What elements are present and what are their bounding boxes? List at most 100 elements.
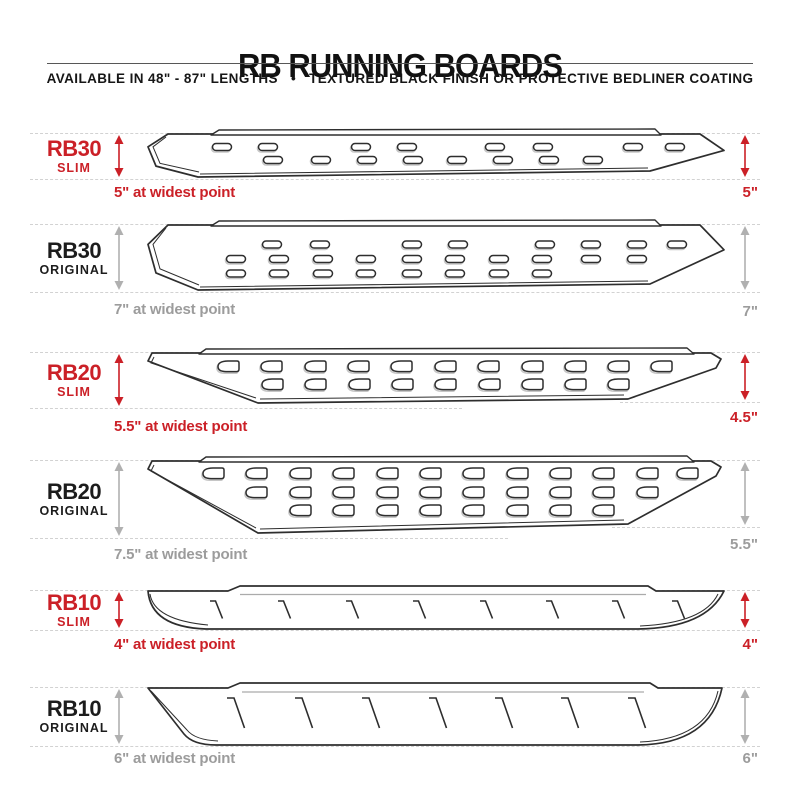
variant-name: SLIM (57, 385, 91, 400)
board-slot (355, 155, 378, 166)
right-dimension-arrow (740, 462, 750, 525)
board-model-label: RB20 SLIM (18, 361, 130, 399)
board-inner-line (150, 356, 625, 400)
board-top-lip (210, 219, 662, 227)
variant-name: ORIGINAL (39, 263, 109, 278)
height-dimension-label: 5.5" (730, 536, 758, 553)
board-slot (461, 467, 485, 481)
board-slot (261, 155, 284, 166)
board-slot (260, 378, 284, 392)
board-slot (675, 467, 699, 481)
variant-name: SLIM (57, 615, 91, 630)
board-slot (621, 142, 644, 153)
dimension-dash-line (30, 408, 462, 409)
board-slot (309, 155, 332, 166)
dimension-dash-line (30, 292, 760, 293)
right-dimension-arrow (740, 592, 750, 628)
slot-pattern (201, 467, 699, 518)
board-slot (244, 467, 268, 481)
variant-name: ORIGINAL (39, 504, 109, 519)
board-slot (389, 360, 413, 374)
board-slot (244, 486, 268, 500)
board-slot (346, 360, 370, 374)
board-slot (663, 142, 686, 153)
board-slot (548, 486, 572, 500)
board-slot (278, 600, 292, 619)
board-slot (433, 360, 457, 374)
board-slot (267, 254, 290, 265)
widest-point-caption: 7.5" at widest point (114, 546, 248, 563)
board-slot (563, 360, 587, 374)
board-slot (548, 504, 572, 518)
board-slot (477, 378, 501, 392)
board-slot (418, 467, 442, 481)
model-name: RB10 (46, 589, 102, 615)
board-outline (147, 682, 723, 746)
board-slot (375, 486, 399, 500)
board-slot (591, 467, 615, 481)
height-dimension-label: 4" (742, 636, 758, 653)
board-slot (260, 240, 283, 251)
board-slot (390, 378, 414, 392)
board-slot (546, 600, 560, 619)
board-slot (354, 269, 377, 280)
board-slot (210, 600, 224, 619)
widest-point-caption: 4" at widest point (114, 636, 236, 653)
board-slot (625, 254, 648, 265)
board-slot (400, 269, 423, 280)
board-slot (395, 142, 418, 153)
board-slot (548, 467, 572, 481)
board-top-lip (198, 455, 695, 463)
page-title: RB RUNNING BOARDS (238, 46, 563, 85)
board-slot (531, 142, 554, 153)
board-slot (487, 269, 510, 280)
board-slot (446, 240, 469, 251)
board-slot (635, 467, 659, 481)
board-top-lip (210, 128, 662, 136)
board-slot (628, 697, 647, 729)
board-slot (672, 600, 686, 619)
board-slot (227, 697, 246, 729)
board-slot (443, 254, 466, 265)
left-dimension-arrow (114, 135, 124, 177)
board-slot (530, 269, 553, 280)
dimension-dash-line (30, 630, 760, 631)
right-dimension-arrow (740, 689, 750, 744)
board-inner-line (152, 227, 649, 288)
board-slot (505, 486, 529, 500)
board-slot (418, 504, 442, 518)
widest-point-caption: 6" at widest point (114, 750, 236, 767)
slot-pattern (216, 360, 673, 392)
board-slot (347, 378, 371, 392)
widest-point-caption: 5" at widest point (114, 184, 236, 201)
slot-pattern (210, 600, 686, 619)
board-slot (487, 254, 510, 265)
model-name: RB10 (46, 695, 102, 721)
height-dimension-label: 5" (742, 184, 758, 201)
board-model-label: RB30 SLIM (18, 137, 130, 175)
height-dimension-label: 7" (742, 303, 758, 320)
board-slot (561, 697, 580, 729)
board-inner-line (150, 690, 719, 743)
board-slot (418, 486, 442, 500)
board-model-label: RB30 ORIGINAL (18, 239, 130, 277)
board-slot (303, 360, 327, 374)
left-dimension-arrow (114, 354, 124, 406)
board-slot (505, 467, 529, 481)
model-name: RB20 (46, 478, 102, 504)
board-model-label: RB10 SLIM (18, 591, 130, 629)
slot-pattern (224, 240, 688, 280)
widest-point-caption: 5.5" at widest point (114, 418, 248, 435)
right-dimension-arrow (740, 226, 750, 290)
board-slot (476, 360, 500, 374)
title-divider (47, 63, 753, 64)
board-slot (579, 254, 602, 265)
left-dimension-arrow (114, 226, 124, 290)
board-outline (147, 133, 725, 178)
